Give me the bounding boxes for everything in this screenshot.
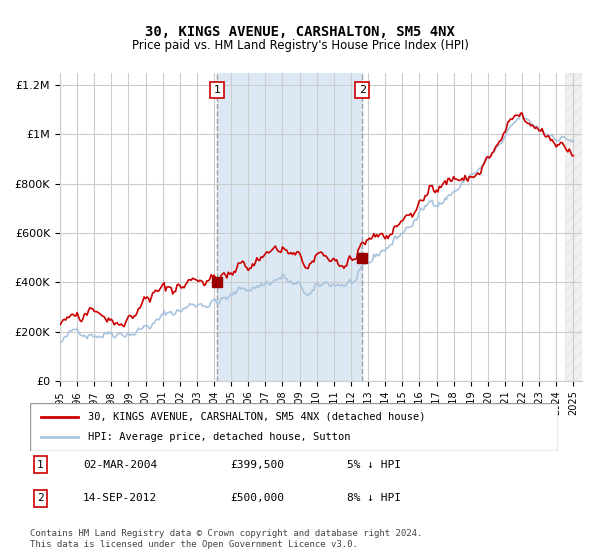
Text: Contains HM Land Registry data © Crown copyright and database right 2024.
This d: Contains HM Land Registry data © Crown c…: [30, 529, 422, 549]
Text: 30, KINGS AVENUE, CARSHALTON, SM5 4NX (detached house): 30, KINGS AVENUE, CARSHALTON, SM5 4NX (d…: [88, 412, 425, 422]
Text: 14-SEP-2012: 14-SEP-2012: [83, 493, 157, 503]
Text: 02-MAR-2004: 02-MAR-2004: [83, 460, 157, 470]
FancyBboxPatch shape: [30, 403, 558, 451]
Text: 8% ↓ HPI: 8% ↓ HPI: [347, 493, 401, 503]
Text: 2: 2: [37, 493, 44, 503]
Bar: [217, 73, 362, 381]
Text: 5% ↓ HPI: 5% ↓ HPI: [347, 460, 401, 470]
Text: Price paid vs. HM Land Registry's House Price Index (HPI): Price paid vs. HM Land Registry's House …: [131, 39, 469, 52]
Text: 1: 1: [37, 460, 44, 470]
Text: HPI: Average price, detached house, Sutton: HPI: Average price, detached house, Sutt…: [88, 432, 350, 442]
Bar: [565, 73, 582, 381]
Text: 2: 2: [359, 85, 366, 95]
Text: £500,000: £500,000: [230, 493, 284, 503]
Text: 1: 1: [214, 85, 220, 95]
Text: £399,500: £399,500: [230, 460, 284, 470]
Text: 30, KINGS AVENUE, CARSHALTON, SM5 4NX: 30, KINGS AVENUE, CARSHALTON, SM5 4NX: [145, 25, 455, 39]
